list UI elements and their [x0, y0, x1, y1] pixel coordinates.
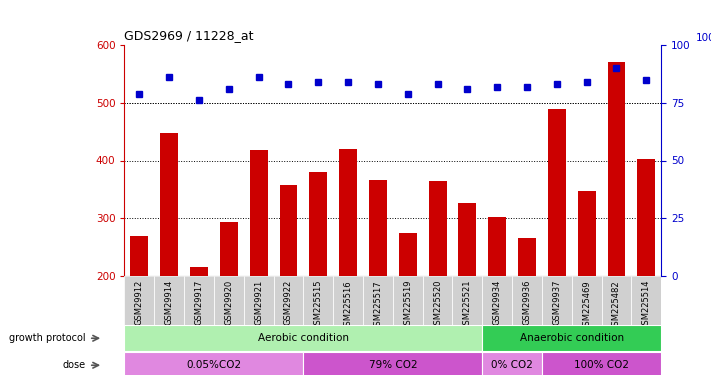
Bar	[124, 325, 482, 351]
Bar	[452, 276, 482, 325]
Text: GSM29937: GSM29937	[552, 280, 562, 326]
Bar	[369, 180, 387, 375]
Text: 0.05%CO2: 0.05%CO2	[186, 360, 242, 370]
Bar	[482, 276, 512, 325]
Bar	[154, 276, 184, 325]
Text: 100%: 100%	[696, 33, 711, 43]
Text: dose: dose	[62, 360, 85, 370]
Text: 0% CO2: 0% CO2	[491, 360, 533, 370]
Text: GSM29936: GSM29936	[523, 280, 532, 326]
Text: GSM225517: GSM225517	[373, 280, 383, 330]
Bar	[304, 276, 333, 325]
Text: Aerobic condition: Aerobic condition	[258, 333, 349, 343]
Bar	[482, 352, 542, 375]
Bar	[488, 217, 506, 375]
Text: GSM29917: GSM29917	[195, 280, 203, 325]
Text: GSM225516: GSM225516	[343, 280, 353, 330]
Text: GSM29920: GSM29920	[224, 280, 233, 325]
Text: 79% CO2: 79% CO2	[368, 360, 417, 370]
Bar	[160, 133, 178, 375]
Bar	[214, 276, 244, 325]
Text: GSM225521: GSM225521	[463, 280, 472, 330]
Text: GSM225520: GSM225520	[433, 280, 442, 330]
Text: Anaerobic condition: Anaerobic condition	[520, 333, 624, 343]
Bar	[309, 172, 327, 375]
Text: GSM29912: GSM29912	[135, 280, 144, 325]
Bar	[631, 276, 661, 325]
Bar	[429, 181, 447, 375]
Text: GSM29921: GSM29921	[254, 280, 263, 325]
Bar	[512, 276, 542, 325]
Bar	[274, 276, 304, 325]
Bar	[578, 190, 596, 375]
Bar	[304, 352, 482, 375]
Bar	[518, 238, 536, 375]
Bar	[250, 150, 267, 375]
Bar	[184, 276, 214, 325]
Bar	[607, 62, 626, 375]
Bar	[124, 352, 304, 375]
Text: GSM225515: GSM225515	[314, 280, 323, 330]
Bar	[363, 276, 392, 325]
Text: GSM29922: GSM29922	[284, 280, 293, 325]
Bar	[399, 232, 417, 375]
Bar	[459, 202, 476, 375]
Bar	[244, 276, 274, 325]
Text: GSM225482: GSM225482	[612, 280, 621, 330]
Bar	[548, 108, 566, 375]
Bar	[542, 352, 661, 375]
Text: GSM225469: GSM225469	[582, 280, 591, 330]
Text: GSM29934: GSM29934	[493, 280, 502, 325]
Bar	[422, 276, 452, 325]
Bar	[637, 159, 656, 375]
Bar	[279, 185, 297, 375]
Bar	[572, 276, 602, 325]
Text: GSM225514: GSM225514	[642, 280, 651, 330]
Bar	[392, 276, 422, 325]
Bar	[333, 276, 363, 325]
Text: 100% CO2: 100% CO2	[574, 360, 629, 370]
Bar	[130, 236, 149, 375]
Bar	[482, 325, 661, 351]
Text: growth protocol: growth protocol	[9, 333, 85, 343]
Bar	[542, 276, 572, 325]
Bar	[190, 267, 208, 375]
Bar	[124, 276, 154, 325]
Bar	[339, 149, 357, 375]
Bar	[220, 222, 237, 375]
Text: GSM225519: GSM225519	[403, 280, 412, 330]
Bar	[602, 276, 631, 325]
Text: GSM29914: GSM29914	[165, 280, 173, 325]
Text: GDS2969 / 11228_at: GDS2969 / 11228_at	[124, 30, 254, 42]
